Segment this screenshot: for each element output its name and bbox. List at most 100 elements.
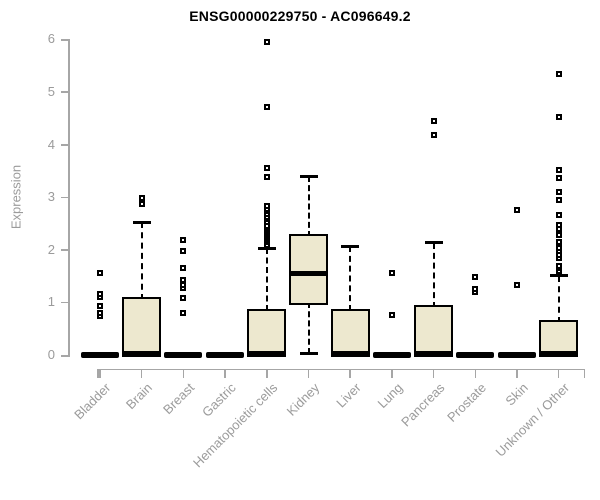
outlier-point	[263, 103, 270, 110]
x-tick-label-text: Unknown / Other	[492, 379, 573, 460]
outlier-point-center	[265, 175, 268, 178]
outlier-point-center	[99, 296, 101, 299]
y-tick	[61, 196, 68, 199]
outlier-point	[263, 219, 270, 226]
outlier-point	[514, 282, 520, 289]
outlier-point-center	[557, 214, 560, 217]
x-tick-label-text: Pancreas	[397, 379, 448, 429]
upper-whisker-cap	[132, 220, 151, 224]
upper-whisker-cap	[424, 241, 443, 245]
x-tick-label-text: Lung	[374, 379, 406, 411]
outlier-point	[138, 195, 145, 202]
median-line	[247, 350, 287, 356]
x-tick	[140, 368, 143, 378]
outlier-point	[555, 188, 562, 195]
outlier-point	[180, 285, 187, 292]
x-tick	[474, 368, 477, 378]
x-tick-label-text: Breast	[159, 379, 197, 417]
x-tick	[224, 368, 226, 378]
chart-title: ENSG00000229750 - AC096649.2	[189, 8, 411, 24]
outlier-point-center	[557, 198, 560, 201]
outlier-point-center	[557, 73, 560, 76]
outlier-point-center	[432, 119, 435, 122]
outlier-point	[263, 173, 270, 180]
outlier-point	[180, 276, 187, 283]
y-tick-label: 3	[47, 189, 55, 205]
x-tick-label-text: Skin	[502, 379, 531, 408]
outlier-point	[555, 212, 562, 219]
box	[330, 308, 370, 358]
outlier-point	[555, 113, 562, 120]
outlier-point-center	[516, 284, 518, 287]
outlier-point-center	[99, 272, 101, 275]
x-tick-label-text: Liver	[333, 379, 364, 411]
y-tick	[61, 354, 68, 356]
outlier-point	[555, 238, 562, 245]
outlier-point-center	[557, 234, 560, 237]
outlier-point	[555, 252, 562, 259]
median-line	[289, 270, 328, 276]
x-tick	[266, 368, 268, 378]
outlier-point-center	[265, 205, 268, 208]
y-tick	[61, 249, 68, 251]
x-tick	[99, 368, 101, 378]
outlier-point	[430, 117, 437, 124]
outlier-point	[138, 200, 145, 207]
x-tick	[391, 368, 393, 378]
outlier-point	[555, 262, 562, 269]
y-tick-label: 0	[47, 347, 55, 362]
box	[289, 234, 328, 305]
outlier-point	[555, 196, 562, 203]
median-line	[414, 350, 454, 356]
outlier-point-center	[182, 287, 185, 290]
outlier-point-center	[557, 264, 560, 267]
outlier-point	[388, 312, 395, 318]
outlier-point	[180, 295, 187, 302]
outlier-point-center	[140, 197, 143, 200]
outlier-point	[97, 310, 103, 317]
outlier-point	[472, 274, 479, 281]
y-tick	[61, 301, 68, 304]
outlier-point-center	[265, 221, 268, 224]
lower-whisker	[307, 302, 310, 354]
outlier-point-center	[557, 177, 560, 180]
outlier-point-center	[557, 115, 560, 118]
outlier-point-center	[557, 250, 560, 253]
y-tick	[61, 144, 68, 146]
outlier-point	[180, 236, 187, 243]
y-tick	[61, 38, 68, 41]
x-tick-label-text: Brain	[123, 379, 156, 412]
outlier-point	[555, 248, 562, 255]
outlier-point-center	[390, 272, 393, 275]
outlier-point	[555, 232, 562, 239]
upper-whisker	[265, 248, 268, 312]
collapsed-box-bar	[81, 351, 119, 358]
outlier-point	[388, 270, 395, 277]
median-line	[539, 350, 579, 356]
x-tick	[349, 368, 351, 378]
x-axis-line	[97, 368, 585, 370]
outlier-point-center	[99, 305, 101, 308]
x-tick	[307, 368, 310, 378]
upper-whisker	[140, 222, 143, 300]
outlier-point	[514, 206, 520, 213]
outlier-point	[430, 132, 437, 139]
outlier-point	[263, 222, 270, 229]
outlier-point	[180, 265, 187, 272]
y-tick	[61, 91, 68, 93]
outlier-point	[555, 225, 562, 232]
outlier-point-center	[182, 297, 185, 300]
upper-whisker	[557, 275, 560, 323]
upper-whisker-cap	[341, 244, 360, 248]
outlier-point-center	[182, 249, 185, 252]
outlier-point	[555, 255, 562, 262]
x-tick	[516, 368, 518, 378]
collapsed-box-bar	[206, 351, 245, 358]
x-tick-label-text: Gastric	[198, 379, 239, 420]
x-tick-label-text: Bladder	[71, 379, 114, 422]
outlier-point-center	[182, 284, 185, 287]
outlier-point-center	[182, 267, 185, 270]
outlier-point-center	[557, 224, 560, 227]
outlier-point-center	[516, 208, 518, 211]
